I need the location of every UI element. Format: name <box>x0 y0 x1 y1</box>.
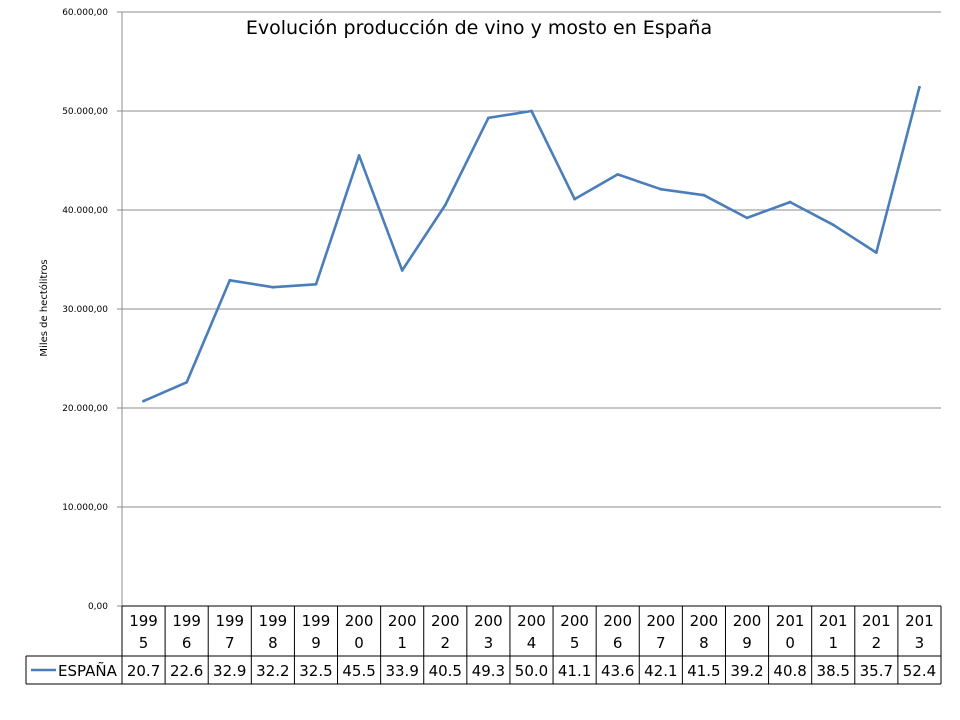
data-point <box>616 172 620 176</box>
table-value: 42.1 <box>644 662 677 680</box>
data-point <box>745 216 749 220</box>
y-tick-label: 40.000,00 <box>62 206 108 216</box>
x-tick-label-line2: 9 <box>742 634 752 652</box>
plot-area <box>142 85 921 403</box>
table-value: 32.5 <box>299 662 332 680</box>
x-tick-label-line1: 199 <box>302 612 331 630</box>
x-tick-label-line2: 8 <box>268 634 278 652</box>
x-tick-label-line1: 200 <box>603 612 632 630</box>
table-value: 49.3 <box>472 662 505 680</box>
x-tick-label-line1: 200 <box>733 612 762 630</box>
data-point <box>831 223 835 227</box>
table-value: 43.6 <box>601 662 634 680</box>
x-tick-label-line1: 199 <box>259 612 288 630</box>
y-tick-label: 0,00 <box>88 602 108 612</box>
table-value: 32.9 <box>213 662 246 680</box>
x-tick-label-line1: 200 <box>690 612 719 630</box>
data-point <box>874 251 878 254</box>
table-value: 38.5 <box>817 662 850 680</box>
table-value: 50.0 <box>515 662 548 680</box>
data-point <box>702 193 706 197</box>
y-tick-label: 10.000,00 <box>62 503 108 513</box>
data-point <box>400 268 404 272</box>
x-tick-label-line2: 0 <box>354 634 364 652</box>
table-value: 39.2 <box>730 662 763 680</box>
y-tick-label: 30.000,00 <box>62 305 108 315</box>
data-point <box>314 282 318 286</box>
x-tick-label-line2: 8 <box>699 634 709 652</box>
x-tick-label-line1: 199 <box>172 612 201 630</box>
x-tick-label-line2: 6 <box>613 634 623 652</box>
data-point <box>228 278 232 282</box>
x-tick-label-line2: 0 <box>785 634 795 652</box>
data-point <box>788 200 792 204</box>
y-tick-label: 60.000,00 <box>62 8 108 18</box>
x-tick-label-line1: 200 <box>560 612 589 630</box>
x-tick-label-line1: 200 <box>646 612 675 630</box>
x-tick-label-line1: 201 <box>862 612 891 630</box>
x-tick-label-line2: 6 <box>182 634 192 652</box>
x-tick-label-line2: 9 <box>311 634 321 652</box>
x-tick-label-line2: 7 <box>225 634 235 652</box>
chart-title: Evolución producción de vino y mosto en … <box>246 17 712 39</box>
table-value: 22.6 <box>170 662 203 680</box>
table-value: 52.4 <box>903 662 936 680</box>
data-point <box>271 285 275 289</box>
x-tick-label-line1: 200 <box>474 612 503 630</box>
x-tick-label-line2: 1 <box>397 634 407 652</box>
x-tick-label-line2: 3 <box>915 634 925 652</box>
table-value: 45.5 <box>342 662 375 680</box>
x-tick-label-line2: 4 <box>527 634 537 652</box>
y-axis-ticks: 0,00 10.000,00 20.000,00 30.000,00 40.000,00… <box>62 8 108 612</box>
x-tick-label-line1: 199 <box>129 612 158 630</box>
x-tick-label-line1: 200 <box>388 612 417 630</box>
data-point <box>185 380 189 384</box>
legend-label: ESPAÑA <box>58 661 118 680</box>
x-tick-label-line2: 2 <box>872 634 882 652</box>
data-point <box>357 154 361 157</box>
x-tick-label-line2: 5 <box>139 634 149 652</box>
x-tick-label-line2: 3 <box>484 634 494 652</box>
table-value: 35.7 <box>860 662 893 680</box>
table-value: 41.5 <box>687 662 720 680</box>
data-point <box>573 197 577 201</box>
table-value: 20.7 <box>127 662 160 680</box>
table-value: 33.9 <box>385 662 418 680</box>
data-point <box>443 203 447 207</box>
x-tick-label-line1: 200 <box>517 612 546 630</box>
data-table: 199 5 20.7 199 6 22.6 199 7 32.9 199 8 32.2 199 9 32.5… <box>25 605 942 685</box>
table-value: 41.1 <box>558 662 591 680</box>
data-point <box>659 187 663 191</box>
data-point <box>918 85 921 89</box>
table-value: 40.8 <box>773 662 806 680</box>
x-tick-label-line1: 200 <box>345 612 374 630</box>
table-value: 40.5 <box>429 662 462 680</box>
x-tick-label-line1: 201 <box>819 612 848 630</box>
x-tick-label-line1: 201 <box>905 612 934 630</box>
x-tick-label-line2: 7 <box>656 634 666 652</box>
gridlines <box>117 11 941 607</box>
x-tick-label-line2: 5 <box>570 634 580 652</box>
y-axis-label: Miles de hectólitros <box>38 259 50 356</box>
x-tick-label-line1: 200 <box>431 612 460 630</box>
x-tick-label-line1: 199 <box>215 612 244 630</box>
data-point <box>486 116 490 120</box>
y-tick-label: 20.000,00 <box>62 404 108 414</box>
data-point <box>142 399 145 403</box>
y-tick-label: 50.000,00 <box>62 107 108 117</box>
x-tick-label-line2: 1 <box>828 634 838 652</box>
x-tick-label-line1: 201 <box>776 612 805 630</box>
data-point <box>530 109 533 113</box>
series-line-espana <box>142 85 921 403</box>
x-tick-label-line2: 2 <box>441 634 451 652</box>
table-value: 32.2 <box>256 662 289 680</box>
